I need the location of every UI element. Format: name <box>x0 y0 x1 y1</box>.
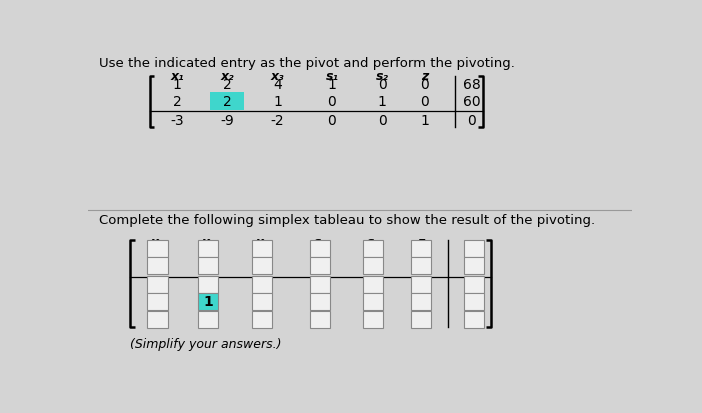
FancyBboxPatch shape <box>463 240 484 257</box>
FancyBboxPatch shape <box>363 293 383 310</box>
Text: 0: 0 <box>467 113 476 127</box>
Text: x₃: x₃ <box>256 235 269 248</box>
FancyBboxPatch shape <box>411 311 431 328</box>
Text: -2: -2 <box>271 113 284 127</box>
FancyBboxPatch shape <box>252 240 272 257</box>
Text: z: z <box>421 69 428 83</box>
FancyBboxPatch shape <box>463 311 484 328</box>
Text: 1: 1 <box>173 78 181 92</box>
FancyBboxPatch shape <box>310 293 331 310</box>
Text: s₂: s₂ <box>376 69 389 83</box>
Text: 0: 0 <box>420 78 429 92</box>
Text: 2: 2 <box>173 95 181 109</box>
FancyBboxPatch shape <box>363 311 383 328</box>
Text: s₁: s₁ <box>314 235 326 248</box>
FancyBboxPatch shape <box>147 311 168 328</box>
Text: Complete the following simplex tableau to show the result of the pivoting.: Complete the following simplex tableau t… <box>98 214 595 227</box>
FancyBboxPatch shape <box>252 311 272 328</box>
Text: s₁: s₁ <box>325 69 338 83</box>
Text: 0: 0 <box>378 113 387 127</box>
Text: Use the indicated entry as the pivot and perform the pivoting.: Use the indicated entry as the pivot and… <box>98 57 515 70</box>
Text: 2: 2 <box>223 78 232 92</box>
Text: 0: 0 <box>420 95 429 109</box>
FancyBboxPatch shape <box>252 257 272 274</box>
FancyBboxPatch shape <box>147 276 168 293</box>
FancyBboxPatch shape <box>147 293 168 310</box>
Text: x₃: x₃ <box>271 69 284 83</box>
Text: 1: 1 <box>273 95 282 109</box>
Text: 0: 0 <box>328 113 336 127</box>
FancyBboxPatch shape <box>198 311 218 328</box>
FancyBboxPatch shape <box>198 293 218 310</box>
FancyBboxPatch shape <box>411 240 431 257</box>
FancyBboxPatch shape <box>310 276 331 293</box>
FancyBboxPatch shape <box>363 257 383 274</box>
FancyBboxPatch shape <box>310 240 331 257</box>
FancyBboxPatch shape <box>411 276 431 293</box>
Text: 0: 0 <box>328 95 336 109</box>
Text: 68: 68 <box>463 78 480 92</box>
FancyBboxPatch shape <box>411 257 431 274</box>
Text: 1: 1 <box>327 78 336 92</box>
FancyBboxPatch shape <box>198 257 218 274</box>
Text: x₁: x₁ <box>151 235 164 248</box>
Text: x₂: x₂ <box>201 235 215 248</box>
Text: -9: -9 <box>220 113 234 127</box>
Text: z: z <box>418 235 425 248</box>
FancyBboxPatch shape <box>147 257 168 274</box>
Text: 60: 60 <box>463 95 480 109</box>
FancyBboxPatch shape <box>310 257 331 274</box>
FancyBboxPatch shape <box>147 240 168 257</box>
Text: 1: 1 <box>420 113 430 127</box>
Text: 2: 2 <box>223 95 232 109</box>
FancyBboxPatch shape <box>463 293 484 310</box>
Text: -3: -3 <box>170 113 184 127</box>
FancyBboxPatch shape <box>310 311 331 328</box>
Text: s₂: s₂ <box>366 235 380 248</box>
Text: (Simplify your answers.): (Simplify your answers.) <box>131 337 282 350</box>
Text: x₁: x₁ <box>170 69 184 83</box>
FancyBboxPatch shape <box>198 276 218 293</box>
Text: 0: 0 <box>378 78 387 92</box>
Text: 4: 4 <box>273 78 282 92</box>
Text: 1: 1 <box>203 294 213 309</box>
FancyBboxPatch shape <box>463 276 484 293</box>
Bar <box>210 93 244 111</box>
FancyBboxPatch shape <box>363 276 383 293</box>
Text: x₂: x₂ <box>220 69 234 83</box>
FancyBboxPatch shape <box>252 276 272 293</box>
FancyBboxPatch shape <box>411 293 431 310</box>
FancyBboxPatch shape <box>463 257 484 274</box>
FancyBboxPatch shape <box>198 240 218 257</box>
Text: 1: 1 <box>378 95 387 109</box>
FancyBboxPatch shape <box>252 293 272 310</box>
FancyBboxPatch shape <box>363 240 383 257</box>
